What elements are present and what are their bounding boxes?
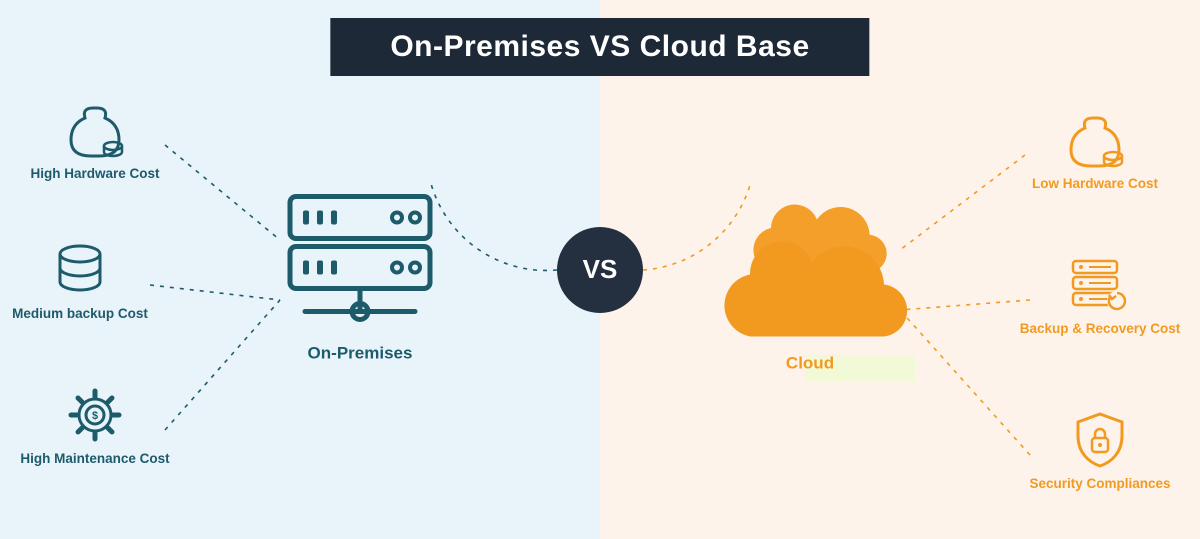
title-banner: On-Premises VS Cloud Base: [330, 18, 869, 76]
right-feature-label-0: Low Hardware Cost: [1010, 176, 1180, 191]
cloud-label: Cloud: [710, 354, 910, 374]
right-feature-0: Low Hardware Cost: [1010, 110, 1180, 191]
left-feature-label-0: High Hardware Cost: [10, 166, 180, 181]
right-feature-label-2: Security Compliances: [1015, 476, 1185, 491]
left-feature-label-1: Medium backup Cost: [0, 306, 165, 321]
cloud-icon: [710, 187, 910, 342]
left-feature-1: Medium backup Cost: [0, 240, 165, 321]
shield-lock-icon: [1015, 410, 1185, 470]
onprem-center: On-Premises: [275, 177, 445, 364]
right-feature-label-1: Backup & Recovery Cost: [1015, 321, 1185, 336]
server-icon: [275, 177, 445, 332]
vs-badge: VS: [557, 227, 643, 313]
svg-text:$: $: [92, 410, 98, 422]
onprem-label: On-Premises: [275, 344, 445, 364]
left-feature-2: $ High Maintenance Cost: [10, 385, 180, 466]
cloud-center: Cloud: [710, 187, 910, 374]
left-feature-label-2: High Maintenance Cost: [10, 451, 180, 466]
money-bag-icon: [10, 100, 180, 160]
database-icon: [0, 240, 165, 300]
vs-text: VS: [583, 254, 618, 285]
gear-dollar-icon: $: [10, 385, 180, 445]
infographic-canvas: On-Premises VS Cloud Base On-Premises Cl…: [0, 0, 1200, 539]
server-recovery-icon: [1015, 255, 1185, 315]
money-bag-icon: [1010, 110, 1180, 170]
left-feature-0: High Hardware Cost: [10, 100, 180, 181]
title-text: On-Premises VS Cloud Base: [390, 30, 809, 63]
right-feature-2: Security Compliances: [1015, 410, 1185, 491]
right-feature-1: Backup & Recovery Cost: [1015, 255, 1185, 336]
